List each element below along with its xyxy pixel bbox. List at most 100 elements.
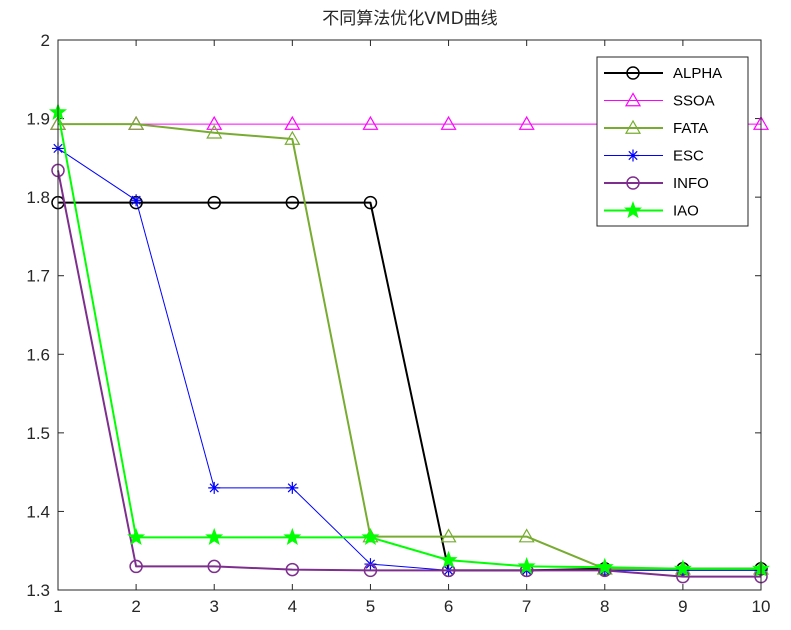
x-tick-label: 5 (366, 597, 375, 616)
legend-label-ssoa: SSOA (673, 93, 715, 110)
x-tick-label: 3 (209, 597, 218, 616)
legend-label-esc: ESC (673, 148, 704, 165)
data-point-alpha (285, 195, 300, 210)
data-point-esc (286, 481, 299, 494)
data-point-fata (284, 130, 301, 145)
legend-marker-fata-shape (624, 119, 642, 134)
data-point-iao (205, 527, 224, 546)
y-tick-label: 1.7 (26, 267, 50, 286)
legend-marker-alpha (626, 66, 640, 80)
data-point-info (441, 563, 456, 578)
data-point-info-shape (129, 559, 143, 574)
data-point-iao (673, 559, 692, 577)
data-point-esc (208, 481, 221, 494)
legend-marker-iao (623, 201, 643, 219)
legend-marker-esc-shape (627, 149, 639, 162)
y-tick-label: 1.3 (26, 581, 50, 600)
data-point-ssoa-shape (362, 115, 379, 130)
data-point-esc-shape (286, 481, 299, 494)
series-line-iao (57, 112, 761, 570)
data-point-iao-shape (595, 557, 614, 575)
x-tick-label: 1 (53, 597, 62, 616)
legend-marker-ssoa-shape (624, 92, 642, 107)
x-tick-label: 10 (752, 597, 771, 616)
data-point-fata-shape (284, 130, 301, 145)
data-point-ssoa-shape (518, 115, 535, 130)
data-point-ssoa-shape (440, 115, 457, 130)
legend-item-alpha: ALPHA (604, 65, 722, 82)
legend-item-esc: ESC (604, 148, 704, 165)
legend-marker-ssoa (624, 92, 642, 107)
y-tick-label: 1.5 (26, 424, 50, 443)
legend-label-info: INFO (673, 175, 709, 192)
data-point-fata-shape (440, 528, 457, 543)
plot-frame (57, 39, 762, 591)
x-tick-label: 2 (131, 597, 140, 616)
data-point-iao-shape (439, 550, 458, 568)
legend-box (596, 56, 749, 227)
data-point-esc (130, 194, 143, 207)
data-point-fata (518, 528, 535, 543)
y-tick-label: 1.4 (26, 502, 50, 521)
data-point-info (207, 559, 221, 574)
data-point-fata (440, 528, 457, 543)
y-tick-label: 1.6 (26, 345, 50, 364)
legend-marker-esc (627, 149, 639, 162)
legend-marker-alpha-shape (626, 66, 640, 80)
legend-marker-info-shape (626, 176, 640, 190)
data-point-ssoa (206, 115, 223, 130)
data-point-iao-shape (283, 527, 302, 546)
legend-label-iao: IAO (673, 203, 699, 220)
chart-title: 不同算法优化VMD曲线 (322, 9, 497, 29)
data-point-esc-shape (208, 481, 221, 494)
x-tick-label: 8 (600, 597, 609, 616)
data-point-ssoa-shape (284, 115, 301, 130)
legend-marker-info (626, 176, 640, 190)
legend-marker-iao-shape (623, 201, 643, 219)
data-point-iao (127, 527, 146, 546)
series-line-info (57, 170, 761, 578)
legend-label-alpha: ALPHA (673, 65, 722, 82)
data-point-info-shape (363, 563, 378, 578)
data-point-fata (206, 124, 223, 139)
data-point-alpha (363, 195, 378, 210)
data-point-iao-shape (673, 559, 692, 577)
x-tick-label: 7 (522, 597, 531, 616)
data-point-esc-shape (130, 194, 143, 207)
data-point-ssoa (518, 115, 535, 130)
data-point-info-shape (285, 562, 300, 577)
legend-item-fata: FATA (604, 119, 708, 137)
x-tick-label: 4 (288, 597, 297, 616)
legend-marker-fata (624, 119, 642, 134)
data-point-info-shape (441, 563, 456, 578)
data-point-alpha (207, 195, 221, 210)
legend-item-ssoa: SSOA (604, 92, 715, 110)
y-tick-label: 1.9 (26, 110, 50, 129)
data-point-ssoa (362, 115, 379, 130)
legend-item-iao: IAO (604, 201, 699, 220)
data-point-alpha-shape (207, 195, 221, 210)
data-point-ssoa (284, 115, 301, 130)
data-point-iao-shape (127, 527, 146, 546)
data-point-iao (595, 557, 614, 575)
data-point-iao (283, 527, 302, 546)
x-tick-label: 6 (444, 597, 453, 616)
data-point-info (129, 559, 143, 574)
data-point-info (363, 563, 378, 578)
data-point-iao-shape (517, 556, 536, 575)
x-tick-label: 9 (678, 597, 687, 616)
data-point-fata-shape (206, 124, 223, 139)
data-point-fata (128, 115, 145, 130)
series-line-esc (57, 148, 761, 571)
legend-item-info: INFO (604, 175, 709, 192)
data-point-ssoa (440, 115, 457, 130)
legend-label-fata: FATA (673, 120, 708, 137)
data-point-alpha-shape (363, 195, 378, 210)
data-point-info-shape (207, 559, 221, 574)
data-point-iao (517, 556, 536, 575)
y-tick-label: 2 (41, 31, 50, 50)
data-point-fata-shape (128, 115, 145, 130)
data-point-iao-shape (361, 527, 380, 546)
data-point-iao (439, 550, 458, 568)
